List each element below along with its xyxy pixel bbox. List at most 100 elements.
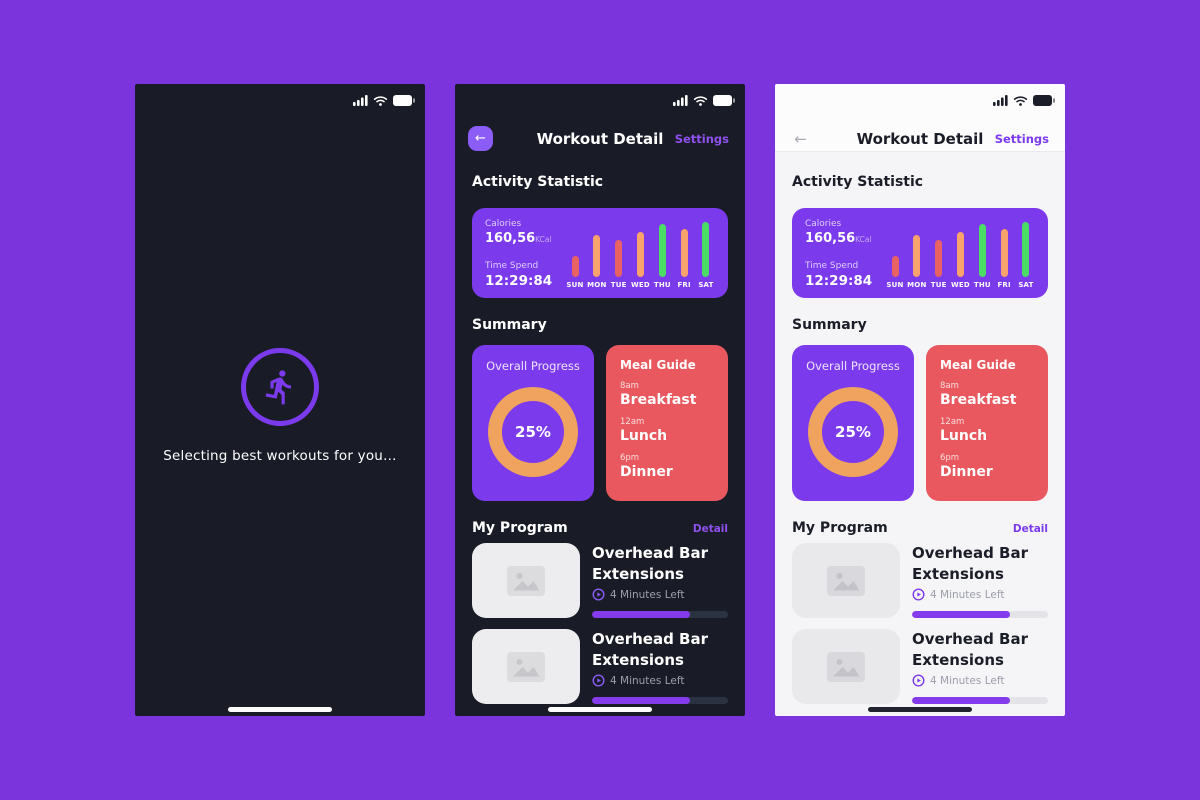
calories-unit: KCal <box>855 235 872 244</box>
wifi-icon <box>1013 95 1028 106</box>
program-item[interactable]: Overhead Bar Extensions 4 Minutes Left <box>472 543 728 618</box>
battery-icon <box>393 94 415 106</box>
header: ← Workout Detail Settings <box>455 122 745 156</box>
progress-percent: 25% <box>835 423 871 441</box>
signal-strength-icon <box>353 94 368 106</box>
bar-wed-value <box>636 232 644 277</box>
bar-label: SAT <box>1018 281 1034 289</box>
status-bar <box>673 93 735 107</box>
bar-sun: SUN <box>885 219 905 289</box>
summary-heading: Summary <box>472 317 547 333</box>
activity-stats: Calories 160,56KCal Time Spend 12:29:84 <box>485 219 557 289</box>
bar-wed: WED <box>950 219 970 289</box>
calories-label: Calories <box>485 219 522 229</box>
summary-cards: Overall Progress 25% Meal Guide 8am Brea… <box>792 345 1048 501</box>
program-meta: 4 Minutes Left <box>592 674 728 687</box>
activity-bar-chart: SUN MON TUE WED THU FRI SAT <box>877 219 1036 289</box>
runner-icon <box>265 370 292 405</box>
image-placeholder-icon <box>827 565 865 596</box>
program-item[interactable]: Overhead Bar Extensions 4 Minutes Left <box>792 629 1048 704</box>
calories-value: 160,56KCal <box>805 231 872 246</box>
my-program-heading: My Program <box>472 520 568 536</box>
meal-item: 12am Lunch <box>940 417 1034 444</box>
program-progress-bar <box>592 697 728 704</box>
meal-guide-card: Meal Guide 8am Breakfast 12am Lunch 6pm … <box>606 345 728 501</box>
settings-link[interactable]: Settings <box>994 132 1049 146</box>
bar-wed: WED <box>630 219 650 289</box>
program-title: Overhead Bar Extensions <box>592 630 708 669</box>
bar-label: THU <box>973 281 991 289</box>
program-list: Overhead Bar Extensions 4 Minutes Left O… <box>472 543 728 715</box>
image-placeholder-icon <box>827 651 865 682</box>
bar-sat-value <box>1022 221 1030 277</box>
activity-bar-chart: SUN MON TUE WED THU FRI SAT <box>557 219 716 289</box>
program-progress-bar <box>912 611 1048 618</box>
meal-name: Lunch <box>940 428 988 444</box>
play-icon <box>592 674 605 687</box>
bar-sun-value <box>571 256 579 277</box>
calories-value: 160,56KCal <box>485 231 552 246</box>
program-meta: 4 Minutes Left <box>592 588 728 601</box>
progress-donut: 25% <box>488 387 578 477</box>
home-indicator[interactable] <box>228 707 332 712</box>
detail-link[interactable]: Detail <box>692 523 728 535</box>
settings-link[interactable]: Settings <box>674 132 729 146</box>
program-progress-fill <box>592 697 690 704</box>
loading-message: Selecting best workouts for you… <box>163 448 397 464</box>
bar-label: SAT <box>698 281 714 289</box>
bar-tue-value <box>615 240 623 277</box>
meal-name: Lunch <box>620 428 668 444</box>
home-indicator[interactable] <box>548 707 652 712</box>
program-item[interactable]: Overhead Bar Extensions 4 Minutes Left <box>792 543 1048 618</box>
bar-thu: THU <box>652 219 672 289</box>
time-spend-value: 12:29:84 <box>805 273 873 289</box>
bar-fri: FRI <box>674 219 694 289</box>
bar-label: MON <box>587 281 607 289</box>
back-button[interactable]: ← <box>788 126 813 151</box>
time-spend-label: Time Spend <box>485 261 539 271</box>
time-left-label: 4 Minutes Left <box>610 588 685 601</box>
bar-label: WED <box>951 281 970 289</box>
bar-tue-value <box>935 240 943 277</box>
signal-strength-icon <box>993 94 1008 106</box>
program-meta: 4 Minutes Left <box>912 674 1048 687</box>
overall-progress-title: Overall Progress <box>486 359 580 373</box>
bar-fri-value <box>1000 229 1008 277</box>
bar-label: WED <box>631 281 650 289</box>
activity-statistic-heading: Activity Statistic <box>792 174 924 190</box>
detail-link[interactable]: Detail <box>1012 523 1048 535</box>
image-placeholder-icon <box>507 565 545 596</box>
workout-detail-screen-light: ← Workout Detail Settings Activity Stati… <box>775 84 1065 716</box>
bar-sat: SAT <box>1016 219 1036 289</box>
program-thumbnail <box>792 543 900 618</box>
meal-time: 6pm <box>940 453 960 463</box>
meal-item: 8am Breakfast <box>620 381 714 408</box>
bar-tue: TUE <box>609 219 629 289</box>
time-spend-label: Time Spend <box>805 261 859 271</box>
bar-thu-value <box>658 223 666 277</box>
bar-label: SUN <box>886 281 904 289</box>
meal-name: Breakfast <box>620 392 697 408</box>
bar-tue: TUE <box>929 219 949 289</box>
bar-sun-value <box>891 256 899 277</box>
image-placeholder-icon <box>507 651 545 682</box>
bar-mon: MON <box>587 219 607 289</box>
bar-thu: THU <box>972 219 992 289</box>
status-bar <box>353 93 415 107</box>
bar-label: FRI <box>997 281 1011 289</box>
program-thumbnail <box>472 629 580 704</box>
back-button[interactable]: ← <box>468 126 493 151</box>
meal-guide-title: Meal Guide <box>940 358 1016 372</box>
home-indicator[interactable] <box>868 707 972 712</box>
bar-sat-value <box>702 221 710 277</box>
bar-sat: SAT <box>696 219 716 289</box>
activity-statistic-card: Calories 160,56KCal Time Spend 12:29:84 … <box>472 208 728 298</box>
activity-stats: Calories 160,56KCal Time Spend 12:29:84 <box>805 219 877 289</box>
bar-label: TUE <box>930 281 947 289</box>
program-title: Overhead Bar Extensions <box>592 544 708 583</box>
meal-name: Dinner <box>620 464 673 480</box>
program-item[interactable]: Overhead Bar Extensions 4 Minutes Left <box>472 629 728 704</box>
overall-progress-card: Overall Progress 25% <box>792 345 914 501</box>
progress-donut: 25% <box>808 387 898 477</box>
